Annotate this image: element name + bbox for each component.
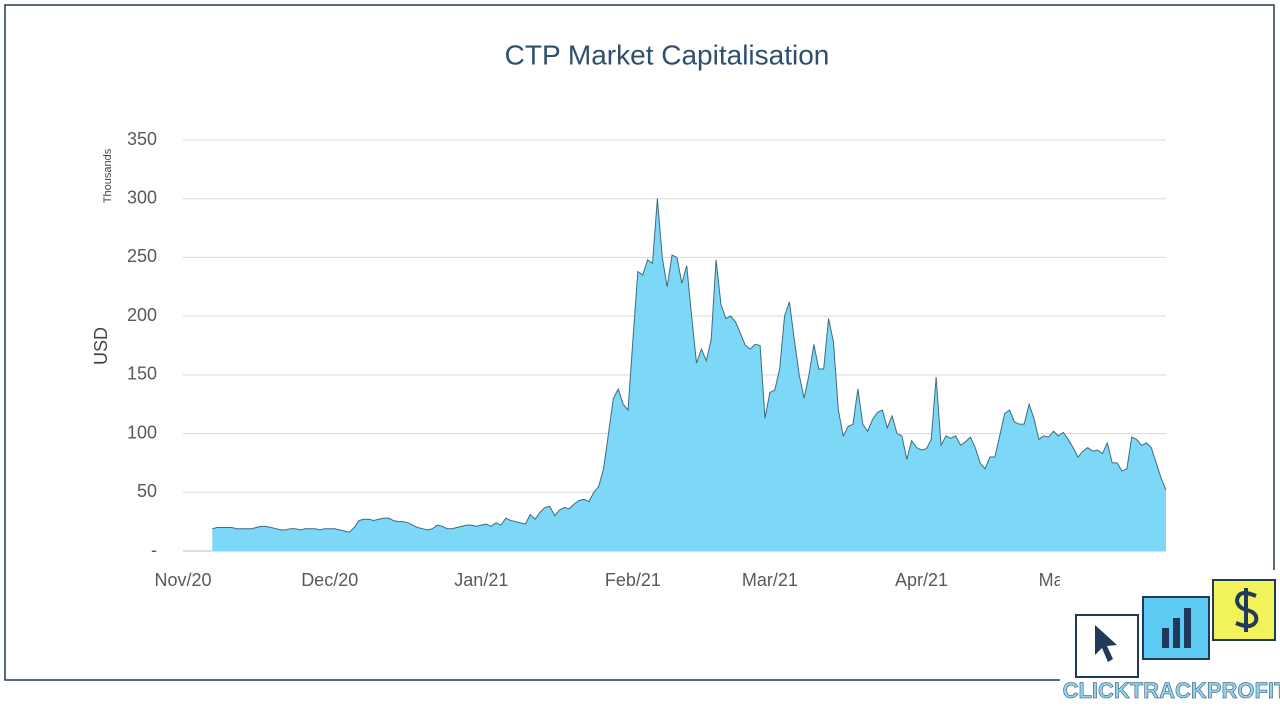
logo-box bbox=[1142, 596, 1210, 660]
area-line bbox=[212, 198, 1167, 533]
y-tick-label: 100 bbox=[127, 422, 157, 442]
y-unit-label: Thousands bbox=[102, 148, 114, 203]
logo-bar bbox=[1173, 618, 1180, 648]
logo-bar bbox=[1162, 628, 1169, 648]
y-tick-label: 350 bbox=[127, 129, 157, 149]
y-tick-label: 200 bbox=[127, 305, 157, 325]
y-axis-label: USD bbox=[91, 327, 111, 365]
logo-text: CLICKTRACKPROFIT bbox=[1063, 678, 1280, 703]
x-tick-label: Apr/21 bbox=[895, 570, 948, 590]
y-tick-label: - bbox=[151, 540, 157, 560]
x-tick-label: Mar/21 bbox=[742, 570, 798, 590]
logo-dollar bbox=[1234, 588, 1259, 632]
logo-cursor bbox=[1095, 625, 1117, 662]
frame bbox=[4, 4, 1275, 681]
plot-area: - 50 100 150 200 250 300 350 Nov/20 Dec/20 Jan/21 F… bbox=[127, 129, 1167, 590]
area bbox=[212, 198, 1167, 551]
x-tick-label: Feb/21 bbox=[605, 570, 661, 590]
y-tick-label: 250 bbox=[127, 246, 157, 266]
x-tick-label: Jan/21 bbox=[454, 570, 508, 590]
logo-bar bbox=[1184, 608, 1191, 648]
y-tick-label: 300 bbox=[127, 187, 157, 207]
x-tick-label: Dec/20 bbox=[301, 570, 358, 590]
chart-title: CTP Market Capitalisation bbox=[505, 39, 830, 70]
logo: CLICKTRACKPROFIT bbox=[1060, 570, 1280, 706]
y-tick-label: 150 bbox=[127, 364, 157, 384]
x-tick-label: Nov/20 bbox=[154, 570, 211, 590]
y-tick-label: 50 bbox=[137, 481, 157, 501]
